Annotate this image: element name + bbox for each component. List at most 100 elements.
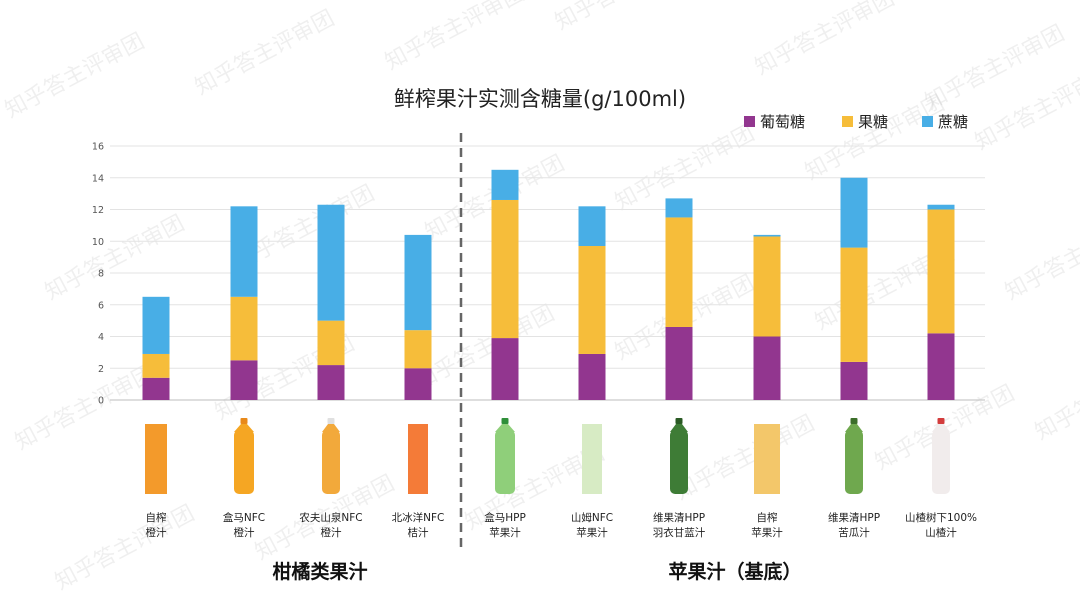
carton-body xyxy=(145,424,167,494)
bar-segment xyxy=(404,330,432,369)
watermark-text: 知乎答主评审团 xyxy=(551,0,699,35)
legend: 葡萄糖 果糖 蔗糖 xyxy=(744,113,968,131)
x-category-label: 自榨 xyxy=(757,511,778,524)
bar-segment xyxy=(753,336,781,400)
product-image xyxy=(408,424,428,494)
bottle-body xyxy=(932,430,950,494)
y-tick-label: 4 xyxy=(98,332,104,343)
bottle-cap xyxy=(675,418,683,424)
y-tick-label: 6 xyxy=(98,300,104,311)
bottle-shoulder xyxy=(322,424,340,432)
y-axis: 0 2 4 6 8 10 12 14 16 xyxy=(92,142,104,407)
watermark-text: 知乎答主评审团 xyxy=(671,411,819,505)
bar-segment xyxy=(578,353,606,400)
bar-segment xyxy=(665,198,693,218)
bar-segment xyxy=(491,169,519,200)
x-category-label: 农夫山泉NFC xyxy=(299,511,362,524)
x-category-label: 苦瓜汁 xyxy=(838,526,870,539)
y-tick-label: 8 xyxy=(98,269,104,280)
bars xyxy=(142,169,955,400)
bar-segment xyxy=(317,365,345,400)
bar-segment xyxy=(665,326,693,400)
group-label: 苹果汁（基底） xyxy=(668,560,801,583)
carton-body xyxy=(408,424,428,494)
x-category-label: 自榨 xyxy=(146,511,167,524)
x-category-label: 盒马HPP xyxy=(484,511,526,524)
x-category-label: 北冰洋NFC xyxy=(392,511,445,524)
y-tick-label: 14 xyxy=(92,173,104,184)
bottle-cap xyxy=(501,418,509,424)
bar-segment xyxy=(927,209,955,334)
bottle-shoulder xyxy=(670,424,688,432)
bottle-body xyxy=(670,430,688,494)
bar-segment xyxy=(404,368,432,400)
bar-segment xyxy=(491,338,519,400)
product-image xyxy=(582,424,602,494)
bottle-body xyxy=(234,430,254,494)
x-category-label: 苹果汁 xyxy=(576,526,608,539)
product-image xyxy=(145,424,167,494)
bottle-shoulder xyxy=(234,424,254,432)
bar-segment xyxy=(317,204,345,321)
bottle-cap xyxy=(327,418,335,424)
product-image xyxy=(495,418,515,494)
carton-body xyxy=(754,424,780,494)
bar-segment xyxy=(578,206,606,247)
watermark-text: 知乎答主评审团 xyxy=(11,361,159,455)
bar-segment xyxy=(317,320,345,366)
bottle-body xyxy=(322,430,340,494)
y-tick-label: 12 xyxy=(92,205,104,216)
bottle-body xyxy=(845,430,863,494)
watermark-text: 知乎答主评审团 xyxy=(1001,211,1080,305)
x-category-label: 维果清HPP xyxy=(828,511,880,524)
bottle-cap xyxy=(937,418,945,424)
watermark-text: 知乎答主评审团 xyxy=(1,29,149,123)
product-image xyxy=(754,424,780,494)
bar-segment xyxy=(927,333,955,400)
bar-segment xyxy=(142,296,170,354)
watermark-text: 知乎答主评审团 xyxy=(41,211,189,305)
watermark-text: 知乎答主评审团 xyxy=(801,91,949,185)
bar-segment xyxy=(753,234,781,237)
bottle-cap xyxy=(850,418,858,424)
product-images xyxy=(145,418,950,494)
bottle-shoulder xyxy=(932,424,950,432)
watermark-text: 知乎答主评审团 xyxy=(51,501,199,595)
x-category-label: 山楂汁 xyxy=(925,526,957,539)
watermark-text: 知乎答主评审团 xyxy=(411,301,559,395)
bar-segment xyxy=(491,199,519,339)
bar-segment xyxy=(927,204,955,210)
group-label: 柑橘类果汁 xyxy=(272,560,367,583)
bar-segment xyxy=(840,177,868,248)
watermark-text: 知乎答主评审团 xyxy=(1031,351,1080,445)
chart-title: 鲜榨果汁实测含糖量(g/100ml) xyxy=(394,87,686,111)
y-tick-label: 16 xyxy=(92,142,104,153)
group-labels: 柑橘类果汁 苹果汁（基底） xyxy=(272,560,801,583)
x-category-label: 维果清HPP xyxy=(653,511,705,524)
product-image xyxy=(670,418,688,494)
legend-label: 果糖 xyxy=(858,113,888,131)
x-category-label: 山楂树下100% xyxy=(905,511,977,524)
x-category-label: 橙汁 xyxy=(146,526,167,539)
bottle-shoulder xyxy=(495,424,515,432)
bar-segment xyxy=(230,296,258,361)
bar-segment xyxy=(142,377,170,400)
legend-swatch xyxy=(922,116,933,127)
x-category-label: 橙汁 xyxy=(234,526,255,539)
bar-segment xyxy=(753,236,781,337)
x-category-label: 盒马NFC xyxy=(223,511,265,524)
x-category-label: 苹果汁 xyxy=(751,526,783,539)
legend-label: 葡萄糖 xyxy=(760,113,805,131)
product-image xyxy=(845,418,863,494)
product-image xyxy=(932,418,950,494)
x-category-label: 橙汁 xyxy=(321,526,342,539)
bar-segment xyxy=(404,234,432,331)
y-tick-label: 0 xyxy=(98,396,104,407)
watermark-text: 知乎答主评审团 xyxy=(751,0,899,80)
bar-segment xyxy=(230,360,258,400)
bar-segment xyxy=(840,247,868,362)
y-tick-label: 10 xyxy=(92,237,104,248)
bottle-shoulder xyxy=(845,424,863,432)
bar-segment xyxy=(665,217,693,327)
